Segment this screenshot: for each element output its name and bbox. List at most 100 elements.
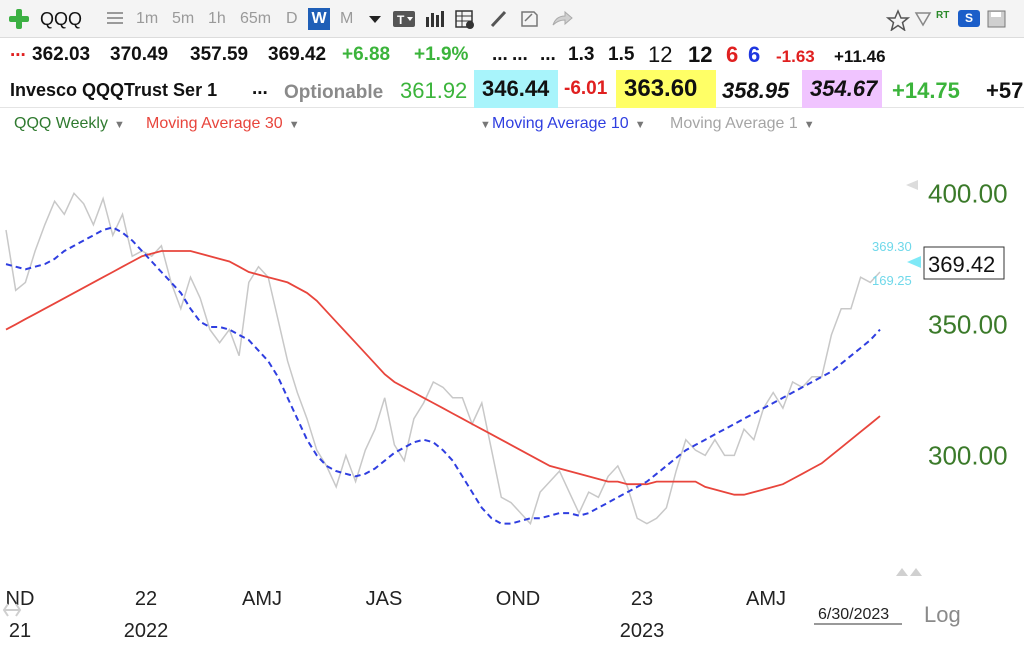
series-line-qqq-weekly xyxy=(5,191,881,526)
field-1: ... xyxy=(492,44,508,65)
x-tick-label: AMJ xyxy=(242,588,282,610)
add-symbol-icon[interactable] xyxy=(8,8,30,30)
interval-1h[interactable]: 1h xyxy=(208,10,226,27)
legend-ma10[interactable]: Moving Average 10 ▼ xyxy=(492,115,646,133)
upper-label: 369.30 xyxy=(872,239,912,254)
svg-text:T: T xyxy=(397,13,405,27)
pencil-icon[interactable] xyxy=(488,9,510,29)
legend-qqq-weekly-label: QQQ Weekly xyxy=(14,115,108,132)
note-icon[interactable] xyxy=(518,9,540,29)
price-pointer-icon xyxy=(907,256,921,268)
change-value: +6.88 xyxy=(342,44,391,65)
lower-label: 169.25 xyxy=(872,273,912,288)
series-line-moving-average-10 xyxy=(5,226,881,525)
y-tick-label: 350.00 xyxy=(928,309,1008,339)
s-button[interactable]: S xyxy=(958,10,980,27)
chart-legend: QQQ Weekly ▼ Moving Average 30 ▼ ▼ Moving … xyxy=(0,112,1024,136)
star-icon[interactable] xyxy=(885,9,911,32)
scroll-up-small-icon[interactable] xyxy=(896,568,908,576)
x-tick-year-label: 21 xyxy=(9,620,31,642)
plot-area xyxy=(5,191,881,526)
chevron-down-icon: ▼ xyxy=(634,119,646,131)
expand-arrows-icon[interactable] xyxy=(2,603,22,617)
legend-ma1-label: Moving Average 1 xyxy=(670,115,798,132)
value-3: 12 xyxy=(648,42,673,67)
price-2: 346.44 xyxy=(474,70,558,108)
x-tick-year-label: 2022 xyxy=(124,620,169,642)
x-tick-label: ND xyxy=(6,588,35,610)
open-value: 362.03 xyxy=(32,44,91,65)
date-box xyxy=(814,600,902,624)
interval-1m[interactable]: 1m xyxy=(136,10,159,27)
company-name: Invesco QQQTrust Ser 1 xyxy=(10,80,218,100)
x-tick-label: AMJ xyxy=(746,588,786,610)
legend-ma10-caret[interactable]: ▼ xyxy=(474,115,491,133)
quote-row-details: Invesco QQQTrust Ser 1 ... Optionable 36… xyxy=(0,70,1024,108)
x-tick-label: OND xyxy=(496,588,540,610)
interval-d[interactable]: D xyxy=(286,10,298,27)
legend-ma10-label: Moving Average 10 xyxy=(492,115,629,132)
y-axis: 400.00 350.00 300.00 xyxy=(928,178,1008,470)
chevron-down-icon: ▼ xyxy=(803,119,815,131)
last-price-text: 369.42 xyxy=(928,252,995,277)
field-3: ... xyxy=(540,44,556,65)
x-axis: ND 21 22 2022 AMJ JAS OND 23 2023 AMJ xyxy=(6,588,786,642)
date-label: 6/30/2023 xyxy=(818,606,889,623)
value-7: -1.63 xyxy=(776,47,815,66)
price-7: +14.75 xyxy=(892,78,960,103)
scroll-up-icon[interactable] xyxy=(906,180,918,190)
legend-ma1[interactable]: Moving Average 1 ▼ xyxy=(670,115,815,133)
x-tick-label: 23 xyxy=(631,588,653,610)
row2-dots: ... xyxy=(252,78,268,99)
save-icon[interactable] xyxy=(986,9,1008,29)
value-4: 12 xyxy=(688,42,713,67)
toolbar: QQQ 1m 5m 1h 65m D W M T RT S xyxy=(0,0,1024,38)
legend-qqq-weekly[interactable]: QQQ Weekly ▼ xyxy=(14,115,125,133)
value-1: 1.3 xyxy=(568,44,595,65)
scroll-up-small-icon-2[interactable] xyxy=(910,568,922,576)
y-tick-label: 400.00 xyxy=(928,178,1008,208)
low-value: 357.59 xyxy=(190,44,249,65)
change-pct-value: +1.9% xyxy=(414,44,469,65)
x-tick-label: JAS xyxy=(366,588,403,610)
value-6: 6 xyxy=(748,42,761,67)
alert-icon[interactable] xyxy=(912,9,934,29)
close-value: 369.42 xyxy=(268,44,327,65)
quote-row-prices: ... 362.03 370.49 357.59 369.42 +6.88 +1… xyxy=(0,40,1024,70)
price-1: 361.92 xyxy=(400,78,468,103)
field-2: ... xyxy=(512,44,528,65)
value-8: +11.46 xyxy=(834,47,886,66)
price-4: 363.60 xyxy=(616,70,716,108)
chevron-down-icon: ▼ xyxy=(480,119,491,131)
value-5: 6 xyxy=(726,42,739,67)
share-icon[interactable] xyxy=(550,9,573,29)
interval-w[interactable]: W xyxy=(308,8,330,30)
x-tick-year-label: 2023 xyxy=(620,620,665,642)
log-toggle[interactable]: Log xyxy=(924,602,961,627)
interval-65m[interactable]: 65m xyxy=(240,10,272,27)
text-tool-icon[interactable]: T xyxy=(392,9,415,29)
chevron-down-icon[interactable] xyxy=(364,9,386,29)
y-tick-label: 300.00 xyxy=(928,440,1008,470)
price-5: 358.95 xyxy=(722,78,790,103)
list-icon[interactable] xyxy=(104,9,126,29)
symbol-field[interactable]: QQQ xyxy=(40,9,83,29)
bar-chart-icon[interactable] xyxy=(424,9,446,29)
high-value: 370.49 xyxy=(110,44,169,65)
series-line-moving-average-30 xyxy=(5,250,881,496)
rt-badge[interactable]: RT xyxy=(936,10,950,21)
interval-5m[interactable]: 5m xyxy=(172,10,195,27)
legend-ma30-label: Moving Average 30 xyxy=(146,115,283,132)
row1-dots: ... xyxy=(10,40,26,61)
price-8: +57 xyxy=(986,78,1024,103)
legend-ma30[interactable]: Moving Average 30 ▼ xyxy=(146,115,300,133)
chevron-down-icon: ▼ xyxy=(113,119,125,131)
x-tick-label: 22 xyxy=(135,588,157,610)
price-3: -6.01 xyxy=(564,78,608,99)
interval-m[interactable]: M xyxy=(340,10,354,27)
chevron-down-icon: ▼ xyxy=(288,119,300,131)
value-2: 1.5 xyxy=(608,44,635,65)
grid-calc-icon[interactable] xyxy=(454,9,476,29)
last-price-box xyxy=(923,246,1005,280)
